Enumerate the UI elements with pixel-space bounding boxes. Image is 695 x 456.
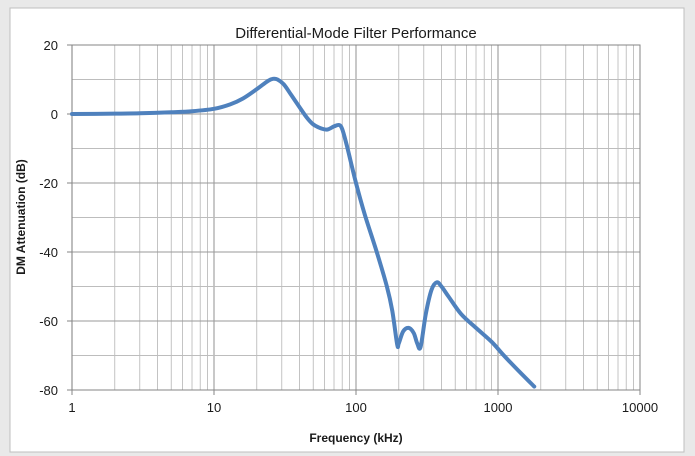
- chart-title: Differential-Mode Filter Performance: [235, 25, 476, 42]
- y-tick-label: 20: [44, 38, 58, 53]
- y-axis-label: DM Attenuation (dB): [14, 159, 28, 275]
- y-tick-label: 0: [51, 107, 58, 122]
- x-axis-label: Frequency (kHz): [309, 431, 402, 445]
- y-tick-label: -80: [39, 383, 58, 398]
- y-tick-label: -40: [39, 245, 58, 260]
- series-layer: [70, 76, 537, 389]
- chart-background: [9, 7, 685, 453]
- plot-area-border: [71, 44, 641, 391]
- tick-labels: 1 10 100 1000 10000 20 0 -20 -40 -60 -80: [39, 38, 658, 415]
- x-tick-label: 1000: [484, 400, 513, 415]
- x-tick-label: 10000: [622, 400, 658, 415]
- y-tick-label: -20: [39, 176, 58, 191]
- series-line: [70, 76, 537, 389]
- y-tick-label: -60: [39, 314, 58, 329]
- x-tick-label: 100: [345, 400, 367, 415]
- x-tick-label: 10: [207, 400, 221, 415]
- x-tick-label: 1: [68, 400, 75, 415]
